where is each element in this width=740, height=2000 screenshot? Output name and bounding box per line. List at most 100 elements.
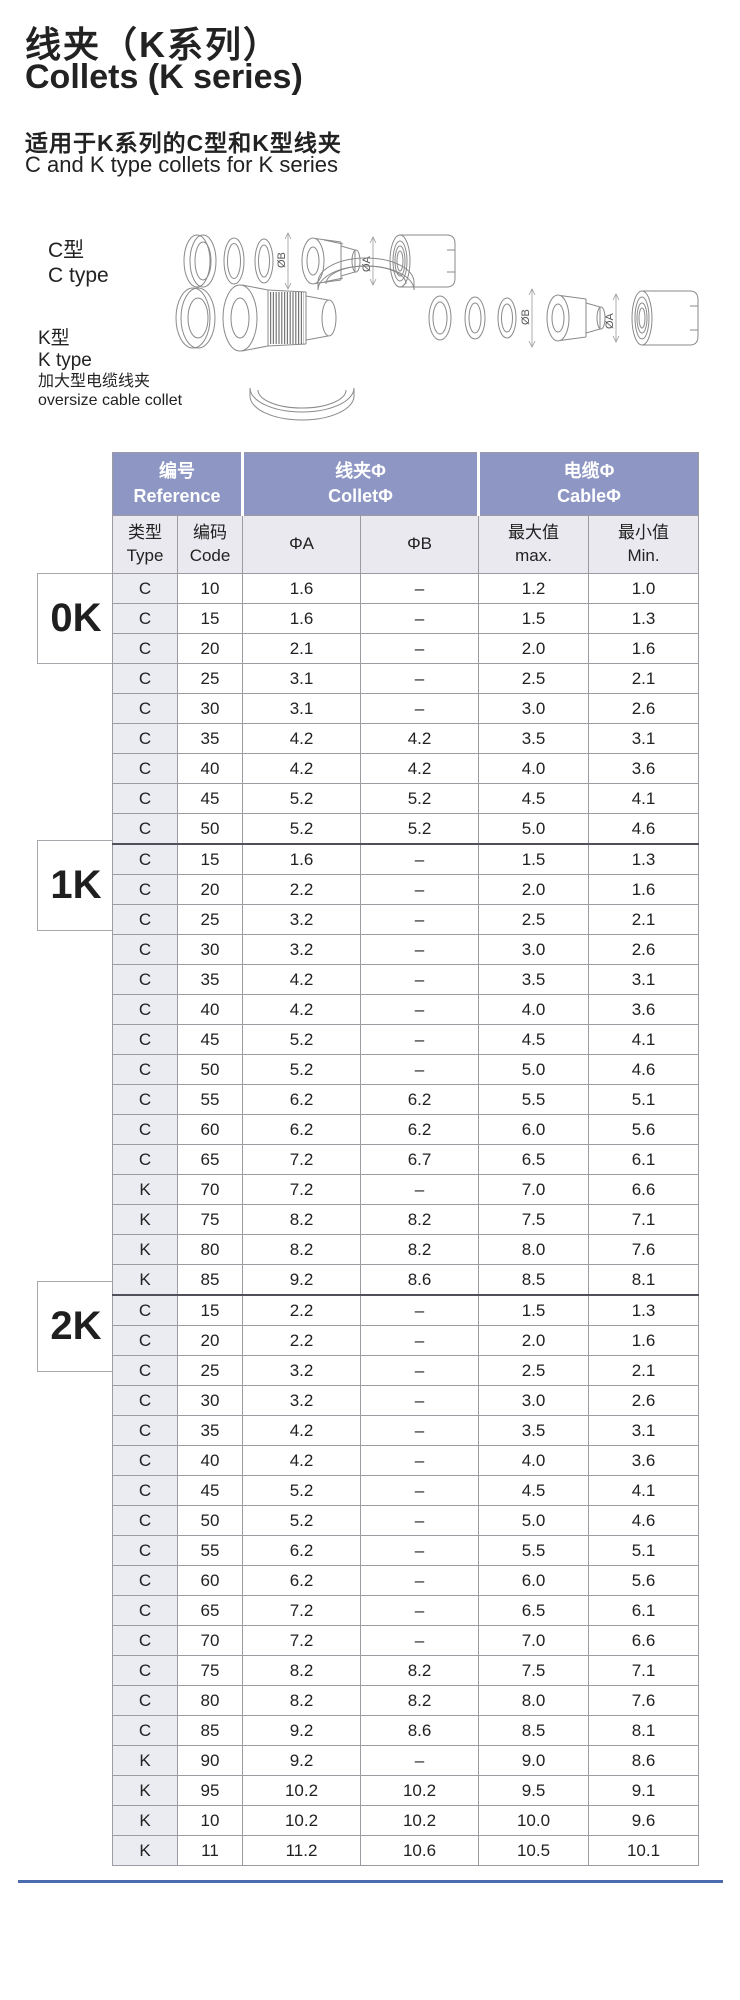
code-cell: 75 [176, 1204, 244, 1235]
c-dim-a-label: ØA [361, 255, 373, 272]
type-cell: C [112, 1625, 178, 1656]
max-cell: 9.5 [478, 1775, 590, 1806]
phi-b-cell: 10.2 [360, 1775, 480, 1806]
table-row: C 20 2.1–2.0 1.6 [112, 633, 700, 664]
phi-b-cell: – [360, 1415, 480, 1446]
min-cell: 7.1 [588, 1655, 700, 1686]
phi-a-cell: 4.2 [242, 1445, 362, 1476]
phi-b-cell: – [360, 1505, 480, 1536]
type-cell: C [112, 1475, 178, 1506]
phi-a-cell: 8.2 [242, 1234, 362, 1265]
type-cell: C [112, 994, 178, 1025]
phi-a-cell: 4.2 [242, 964, 362, 995]
max-cell: 4.5 [478, 783, 590, 814]
table-row: C 65 7.2 6.7 6.5 6.1 [112, 1144, 700, 1175]
phi-a-cell: 3.1 [242, 663, 362, 694]
group-header-row: 编号 Reference 线夹Φ ColletΦ 电缆Φ CableΦ [111, 452, 700, 516]
code-cell: 10 [176, 573, 244, 604]
type-cell: C [112, 843, 178, 875]
max-cell: 4.5 [478, 1475, 590, 1506]
max-cell: 8.0 [478, 1685, 590, 1716]
code-cell: 80 [176, 1685, 244, 1716]
max-cell: 4.5 [478, 1024, 590, 1055]
phi-a-cell: 5.2 [242, 783, 362, 814]
type-cell: C [112, 783, 178, 814]
type-cell: C [112, 723, 178, 754]
type-cell: C [112, 964, 178, 995]
type-cell: C [112, 573, 178, 604]
phi-a-cell: 3.2 [242, 1355, 362, 1386]
col-code-en: Code [189, 545, 231, 565]
c-type-label-zh: C型 [48, 239, 85, 262]
code-cell: 25 [176, 1355, 244, 1386]
code-cell: 45 [176, 1024, 244, 1055]
max-cell: 3.0 [478, 693, 590, 724]
code-cell: 95 [176, 1775, 244, 1806]
type-cell: C [112, 1505, 178, 1536]
table-row: C 60 6.2 6.2 6.0 5.6 [112, 1114, 700, 1145]
max-cell: 4.0 [478, 994, 590, 1025]
series-label-1k: 1K [37, 840, 115, 931]
c-type-label-en: C type [48, 264, 109, 287]
table-row: K 75 8.2 8.2 7.5 7.1 [112, 1204, 700, 1235]
k-type-desc-zh: 加大型电缆线夹 [38, 373, 151, 390]
code-cell: 30 [176, 934, 244, 965]
type-cell: C [112, 934, 178, 965]
type-cell: C [112, 874, 178, 905]
phi-b-cell: 4.2 [360, 753, 480, 784]
phi-a-cell: 3.2 [242, 934, 362, 965]
code-cell: 55 [176, 1535, 244, 1566]
table-row: C 35 4.2–3.5 3.1 [112, 1415, 700, 1446]
code-cell: 35 [176, 964, 244, 995]
type-cell: C [112, 633, 178, 664]
code-cell: 60 [176, 1565, 244, 1596]
page-title-en: Collets (K series) [25, 58, 303, 96]
code-cell: 40 [176, 753, 244, 784]
max-cell: 2.5 [478, 1355, 590, 1386]
phi-a-cell: 3.1 [242, 693, 362, 724]
table-row: C 40 4.2 4.2 4.0 3.6 [112, 753, 700, 784]
phi-a-cell: 3.2 [242, 904, 362, 935]
phi-b-cell: – [360, 874, 480, 905]
type-cell: K [112, 1745, 178, 1776]
type-cell: C [112, 663, 178, 694]
phi-b-cell: 8.2 [360, 1655, 480, 1686]
min-cell: 3.6 [588, 1445, 700, 1476]
min-cell: 3.1 [588, 723, 700, 754]
phi-a-cell: 9.2 [242, 1715, 362, 1746]
min-cell: 1.6 [588, 874, 700, 905]
type-cell: C [112, 1595, 178, 1626]
k-series-spec-table: 编号 Reference 线夹Φ ColletΦ 电缆Φ CableΦ 类型 T… [111, 452, 700, 1866]
phi-a-cell: 1.6 [242, 603, 362, 634]
table-row: C 50 5.2 5.2 5.0 4.6 [112, 813, 700, 845]
type-cell: C [112, 1715, 178, 1746]
phi-a-cell: 6.2 [242, 1535, 362, 1566]
type-cell: C [112, 1114, 178, 1145]
type-cell: C [112, 1685, 178, 1716]
phi-b-cell: – [360, 1565, 480, 1596]
table-row: C 80 8.2 8.2 8.0 7.6 [112, 1685, 700, 1716]
min-cell: 5.1 [588, 1084, 700, 1115]
type-cell: C [112, 1024, 178, 1055]
min-cell: 4.1 [588, 1024, 700, 1055]
type-cell: C [112, 1355, 178, 1386]
phi-a-cell: 6.2 [242, 1565, 362, 1596]
max-cell: 8.5 [478, 1715, 590, 1746]
table-row: C 45 5.2–4.5 4.1 [112, 1024, 700, 1055]
phi-b-cell: – [360, 964, 480, 995]
code-cell: 20 [176, 633, 244, 664]
phi-a-cell: 9.2 [242, 1264, 362, 1296]
column-header-row: 类型 Type 编码 Code ΦA ΦB 最大值 max. 最小值 Min. [112, 515, 700, 574]
phi-a-cell: 10.2 [242, 1775, 362, 1806]
table-row: C 45 5.2 5.2 4.5 4.1 [112, 783, 700, 814]
phi-b-cell: 8.6 [360, 1264, 480, 1296]
code-cell: 60 [176, 1114, 244, 1145]
max-cell: 3.5 [478, 1415, 590, 1446]
code-cell: 30 [176, 1385, 244, 1416]
col-type-zh: 类型 [128, 523, 162, 543]
group-header-collet: 线夹Φ ColletΦ [241, 452, 480, 516]
series-label-0k: 0K [37, 573, 115, 664]
col-header-phi-a: ΦA [242, 515, 362, 574]
max-cell: 5.5 [478, 1084, 590, 1115]
phi-a-cell: 9.2 [242, 1745, 362, 1776]
